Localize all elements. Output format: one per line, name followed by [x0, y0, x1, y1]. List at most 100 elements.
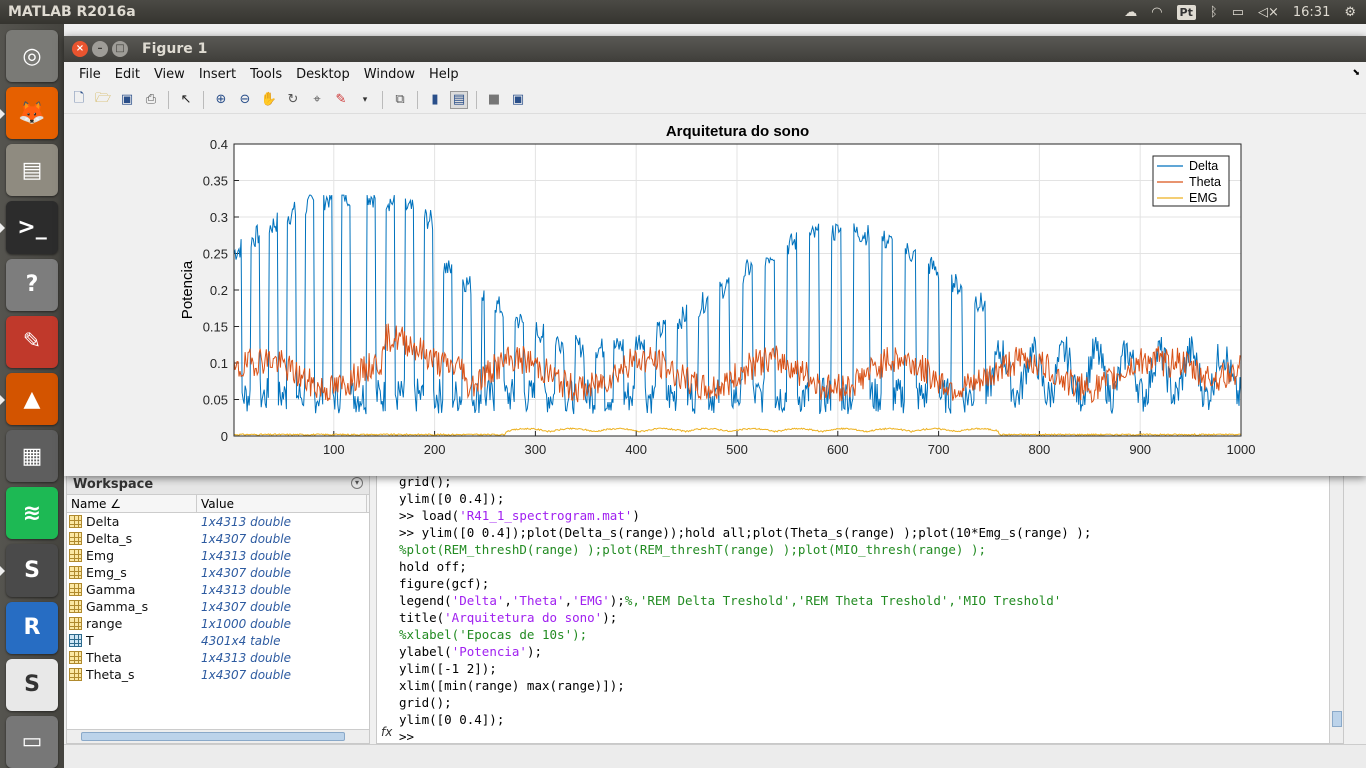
command-history: grid(); ylim([0 0.4]); >> load('R41_1_spec…	[399, 473, 1091, 745]
workspace-variable-row[interactable]: range 1x1000 double	[67, 615, 369, 632]
variable-name-cell: range	[67, 616, 197, 631]
launcher-document-viewer-icon[interactable]: ✎	[6, 315, 58, 368]
insert-colorbar-icon[interactable]: ▮	[431, 92, 439, 107]
launcher-terminal-icon[interactable]: >_	[0, 201, 58, 254]
launcher: ◎ 🦊 ▤ >_? ✎ ▲ ▦ ≋ S R S ▭	[0, 24, 64, 768]
array-variable-icon	[69, 515, 82, 528]
rotate-3d-icon[interactable]: ↻	[287, 92, 299, 107]
menu-window[interactable]: Window	[363, 66, 416, 82]
menu-insert[interactable]: Insert	[198, 66, 237, 82]
command-line: %plot(REM_threshD(range) );plot(REM_thre…	[399, 541, 1091, 558]
launcher-matlab-icon[interactable]: ▲	[0, 372, 58, 426]
workspace-variable-row[interactable]: Delta_s 1x4307 double	[67, 530, 369, 547]
open-file-icon[interactable]: 🗁	[94, 90, 112, 106]
y-tick-label: 0.05	[203, 393, 228, 408]
menu-desktop[interactable]: Desktop	[296, 66, 350, 82]
variable-name-cell: Theta_s	[67, 667, 197, 682]
wifi-icon[interactable]: ◠	[1151, 4, 1163, 20]
save-icon[interactable]: ▣	[120, 92, 134, 107]
string-literal: 'EMG'	[572, 593, 610, 608]
workspace-variable-row[interactable]: Emg 1x4313 double	[67, 547, 369, 564]
insert-legend-icon[interactable]: ▤	[450, 90, 468, 109]
plot-canvas[interactable]: 100 200 300 400 500 600 700 800 900 1000 0 0.05 0.1 0…	[64, 114, 1366, 476]
launcher-sublime-text-icon[interactable]: S	[0, 544, 58, 597]
scrollbar-thumb[interactable]	[81, 732, 345, 741]
gear-icon[interactable]: ⚙	[1344, 4, 1356, 20]
dock-arrow-icon[interactable]: ⬊	[1352, 68, 1360, 78]
brush-dropdown-icon[interactable]: ▾	[362, 94, 368, 105]
table-variable-icon	[69, 634, 82, 647]
workspace-horizontal-scrollbar[interactable]	[67, 729, 369, 743]
toolbar-separator	[203, 90, 204, 109]
menu-edit[interactable]: Edit	[114, 66, 140, 82]
workspace-variable-row[interactable]: Theta_s 1x4307 double	[67, 666, 369, 683]
comment-text: %xlabel('Epocas de 10s');	[399, 627, 588, 642]
column-header-name[interactable]: Name ∠	[67, 495, 197, 512]
launcher-calculator-icon[interactable]: ▦	[6, 430, 58, 483]
show-plot-tools-icon[interactable]: ▣	[511, 92, 525, 107]
battery-icon[interactable]: ▭	[1231, 4, 1244, 20]
variable-name: Gamma_s	[86, 599, 149, 614]
command-line: title('Arquitetura do sono');	[399, 610, 618, 625]
link-plot-icon[interactable]: ⧉	[395, 92, 405, 107]
variable-name: Emg	[86, 548, 115, 563]
workspace-variable-row[interactable]: Gamma 1x4313 double	[67, 581, 369, 598]
minimize-icon[interactable]: –	[92, 41, 108, 57]
command-line: >> ylim([0 0.4]);plot(Delta_s(range));ho…	[399, 525, 1092, 540]
hide-plot-tools-icon[interactable]: ■	[487, 92, 501, 107]
y-axis-label: Potencia	[179, 260, 196, 319]
workspace-variable-row[interactable]: Theta 1x4313 double	[67, 649, 369, 666]
y-tick-label: 0.15	[203, 320, 228, 335]
array-variable-icon	[69, 668, 82, 681]
toolbar-separator	[382, 90, 383, 109]
print-icon[interactable]: ⎙	[145, 92, 157, 107]
keyboard-layout-indicator[interactable]: Pt	[1176, 4, 1196, 20]
command-vertical-scrollbar[interactable]	[1329, 471, 1343, 743]
launcher-dash-icon[interactable]: ◎	[6, 30, 58, 83]
launcher-slack-icon[interactable]: S	[6, 658, 58, 711]
variable-name-cell: Emg	[67, 548, 197, 563]
menu-view[interactable]: View	[153, 66, 185, 82]
pan-hand-icon[interactable]: ✋	[260, 92, 278, 107]
x-tick-label: 500	[726, 442, 748, 457]
dropbox-icon[interactable]: ☁	[1124, 4, 1138, 20]
zoom-out-icon[interactable]: ⊖	[239, 92, 251, 107]
figure-titlebar: × – □ Figure 1	[64, 36, 1366, 62]
figure-toolbar: 🗋 🗁 ▣ ⎙ ↖ ⊕ ⊖ ✋ ↻ ⌖ ✎ ▾ ⧉ ▮ ▤ ■ ▣	[64, 86, 1366, 114]
maximize-icon[interactable]: □	[112, 41, 128, 57]
string-literal: 'R41_1_spectrogram.mat'	[459, 508, 633, 523]
y-tick-label: 0.1	[210, 356, 228, 371]
clock[interactable]: 16:31	[1292, 4, 1331, 20]
variable-value: 1x4307 double	[201, 599, 291, 614]
launcher-spotify-icon[interactable]: ≋	[6, 487, 58, 540]
collapse-icon[interactable]: ▾	[351, 477, 363, 489]
workspace-variable-row[interactable]: Emg_s 1x4307 double	[67, 564, 369, 581]
array-variable-icon	[69, 651, 82, 664]
scrollbar-thumb[interactable]	[1332, 711, 1342, 727]
workspace-variable-row[interactable]: T 4301x4 table	[67, 632, 369, 649]
close-icon[interactable]: ×	[72, 41, 88, 57]
data-cursor-icon[interactable]: ⌖	[313, 92, 321, 107]
launcher-r-language-icon[interactable]: R	[6, 601, 58, 654]
bluetooth-icon[interactable]: ᛒ	[1209, 4, 1218, 20]
command-window[interactable]: grid(); ylim([0 0.4]); >> load('R41_1_spec…	[376, 470, 1344, 744]
column-header-value[interactable]: Value	[197, 495, 367, 512]
launcher-help-icon[interactable]: ?	[6, 258, 58, 311]
launcher-trash-icon[interactable]: ▭	[6, 715, 58, 768]
array-variable-icon	[69, 600, 82, 613]
new-figure-icon[interactable]: 🗋	[73, 90, 85, 106]
brush-icon[interactable]: ✎	[335, 92, 347, 107]
menu-file[interactable]: File	[79, 66, 101, 82]
fx-icon[interactable]: fx	[381, 725, 393, 739]
workspace-variable-row[interactable]: Delta 1x4313 double	[67, 513, 369, 530]
menu-tools[interactable]: Tools	[250, 66, 283, 82]
launcher-files-icon[interactable]: ▤	[6, 144, 58, 197]
edit-plot-arrow-icon[interactable]: ↖	[180, 92, 192, 107]
variable-name: T	[86, 633, 94, 648]
zoom-in-icon[interactable]: ⊕	[215, 92, 227, 107]
launcher-firefox-icon[interactable]: 🦊	[0, 87, 58, 140]
workspace-variable-row[interactable]: Gamma_s 1x4307 double	[67, 598, 369, 615]
y-tick-label: 0.4	[210, 137, 228, 152]
volume-muted-icon[interactable]: ◁×	[1257, 4, 1279, 20]
menu-help[interactable]: Help	[429, 66, 459, 82]
